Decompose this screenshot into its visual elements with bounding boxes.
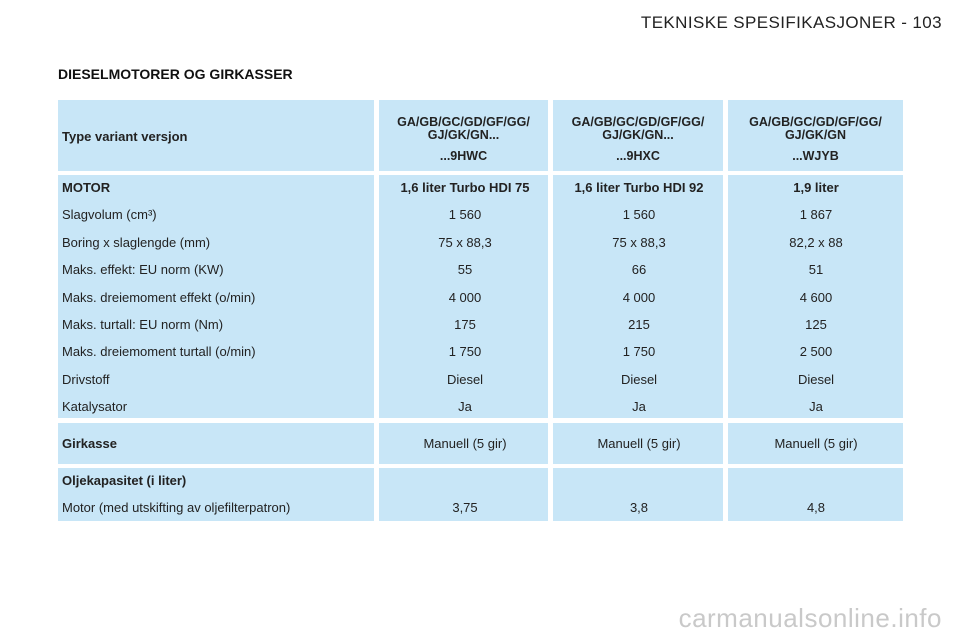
header-cell <box>379 100 548 171</box>
spec-value: 1 750 <box>448 344 482 360</box>
oil-cell <box>728 468 903 521</box>
oil-cell <box>379 468 548 521</box>
section-title: DIESELMOTORER OG GIRKASSER <box>58 66 293 82</box>
page-header: TEKNISKE SPESIFIKASJONER - 103 <box>640 13 942 32</box>
header-label: Type variant versjon <box>62 129 188 144</box>
spec-value: 66 <box>631 262 647 278</box>
spec-value: Ja <box>632 399 646 415</box>
spec-value: 175 <box>454 317 476 332</box>
spec-value: 1 750 <box>622 344 656 360</box>
motor-cell <box>728 175 903 418</box>
gearbox-cell <box>553 423 723 464</box>
oil-cell <box>58 468 374 521</box>
gearbox-value: Manuell (5 gir) <box>774 436 858 451</box>
gearbox-cell <box>379 423 548 464</box>
gearbox-label: Girkasse <box>62 436 117 451</box>
spec-label: Maks. dreiemoment effekt (o/min) <box>62 289 256 305</box>
spec-value: Ja <box>458 399 472 415</box>
variant-header: GA/GB/GC/GD/GF/GG/GJ/GK/GN... ...9HXC <box>571 115 705 163</box>
gearbox-cell <box>728 423 903 464</box>
spec-value: 2 500 <box>799 344 833 360</box>
spec-value: 82,2 x 88 <box>789 234 843 250</box>
spec-value: 4 000 <box>622 289 656 305</box>
spec-value: 51 <box>808 262 824 278</box>
header-cell <box>58 100 374 171</box>
oil-value: 3,8 <box>629 500 649 515</box>
spec-value: 75 x 88,3 <box>438 234 492 250</box>
spec-value: Ja <box>809 399 823 415</box>
spec-value: Diesel <box>797 371 835 387</box>
spec-value: 1 560 <box>622 207 656 223</box>
spec-value: 215 <box>628 317 650 332</box>
gearbox-value: Manuell (5 gir) <box>597 436 681 451</box>
spec-value: Diesel <box>620 371 658 387</box>
spec-label: Boring x slaglengde (mm) <box>62 234 211 250</box>
oil-title: Oljekapasitet (i liter) <box>62 473 187 488</box>
variant-header: GA/GB/GC/GD/GF/GG/GJ/GK/GN ...WJYB <box>749 115 882 163</box>
spec-label: Katalysator <box>62 399 128 415</box>
gearbox-cell <box>58 423 374 464</box>
spec-value: 4 600 <box>799 289 833 305</box>
spec-value: 55 <box>457 262 473 278</box>
spec-label: Drivstoff <box>62 371 110 387</box>
motor-cell <box>58 175 374 418</box>
watermark: carmanualsonline.info <box>678 603 942 633</box>
motor-cell <box>379 175 548 418</box>
oil-value: 3,75 <box>452 500 478 515</box>
gearbox-value: Manuell (5 gir) <box>423 436 507 451</box>
header-cell <box>728 100 903 171</box>
oil-value: 4,8 <box>806 500 826 515</box>
spec-value: 4 000 <box>448 289 482 305</box>
spec-label: Maks. effekt: EU norm (KW) <box>62 262 224 278</box>
spec-value: 1,9 liter <box>793 180 839 195</box>
spec-value: 1,6 liter Turbo HDI 75 <box>400 180 530 195</box>
variant-header: GA/GB/GC/GD/GF/GG/GJ/GK/GN... ...9HWC <box>397 115 530 163</box>
spec-value: 1 560 <box>448 207 482 223</box>
spec-value: 75 x 88,3 <box>612 234 666 250</box>
spec-value: 1 867 <box>799 207 833 223</box>
spec-label: MOTOR <box>62 180 111 195</box>
motor-cell <box>553 175 723 418</box>
spec-label: Slagvolum (cm³) <box>62 207 157 223</box>
oil-label: Motor (med utskifting av oljefilterpatro… <box>62 500 291 515</box>
spec-value: 1,6 liter Turbo HDI 92 <box>574 180 704 195</box>
spec-label: Maks. turtall: EU norm (Nm) <box>62 317 224 332</box>
spec-value: 125 <box>805 317 827 332</box>
oil-cell <box>553 468 723 521</box>
header-cell <box>553 100 723 171</box>
spec-value: Diesel <box>446 371 484 387</box>
spec-label: Maks. dreiemoment turtall (o/min) <box>62 344 256 360</box>
